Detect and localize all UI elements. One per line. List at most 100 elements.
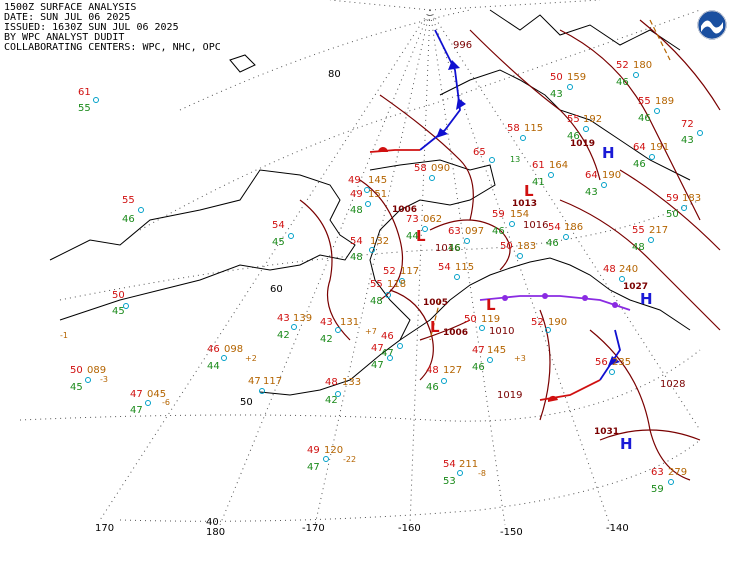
station-plot: 54 115: [438, 262, 474, 280]
station-dewpoint: 46: [448, 243, 461, 254]
station-plot: 55 118 48: [370, 279, 406, 307]
station-plot: 49 120 47 -22: [307, 445, 356, 473]
station-temp: 63: [448, 226, 461, 237]
low-center-value: 1006: [392, 205, 417, 215]
lat-label-60: 60: [270, 284, 283, 295]
low-center-value: 1005: [423, 298, 448, 308]
lon-label-180: 180: [206, 527, 225, 538]
isobar-label: 1019: [497, 390, 522, 401]
low-center-value: 1013: [512, 199, 537, 209]
isobar-label: 1016: [523, 220, 548, 231]
station-temp: 43: [320, 317, 333, 328]
lon-label-minus140: -140: [606, 523, 629, 534]
station-temp: 50: [70, 365, 83, 376]
station-plot: 65 13: [473, 147, 520, 164]
station-circle: [369, 247, 375, 253]
station-temp: 55: [122, 195, 135, 206]
station-dewpoint: 46: [492, 226, 505, 237]
station-circle: [457, 470, 463, 476]
station-dewpoint: 42: [325, 395, 338, 406]
station-circle: [489, 157, 495, 163]
station-circle: [609, 369, 615, 375]
station-temp: 50: [464, 314, 477, 325]
station-dewpoint: 13: [510, 155, 520, 164]
station-temp: 55: [370, 279, 383, 290]
station-plot: 43 131 42 +7: [320, 317, 377, 345]
station-pressure: 279: [668, 467, 687, 478]
station-temp: 61: [78, 87, 91, 98]
station-plot: 48 127 46: [426, 365, 462, 393]
station-plot: 64 191 46: [633, 142, 669, 170]
station-plot: 49 151 48: [350, 189, 387, 263]
station-dewpoint: 47: [130, 405, 143, 416]
station-circle: [291, 324, 297, 330]
station-circle: [649, 154, 655, 160]
station-plot: 73 062 44: [406, 214, 442, 242]
station-circle: [399, 278, 405, 284]
station-circle: [429, 175, 435, 181]
station-plot: 47 145 46 +3: [472, 345, 526, 373]
warm-front-bumps: [378, 147, 558, 402]
station-circle: [93, 97, 99, 103]
pressure-centers: H 1019 L 1013 L 1006 L 1005 L 1006 H 102…: [392, 139, 653, 453]
station-plot: 50 45 -1: [60, 290, 129, 340]
station-dewpoint: 48: [350, 252, 363, 263]
station-dewpoint: 45: [70, 382, 83, 393]
station-temp: 73: [406, 214, 419, 225]
station-circle: [479, 325, 485, 331]
station-plot: 48 240: [603, 264, 638, 282]
station-plot: 50 159 43: [550, 72, 586, 100]
station-pressure: 164: [549, 160, 568, 171]
station-dewpoint: 47: [381, 348, 394, 359]
high-center-letter: H: [620, 435, 633, 453]
station-plot: 47 045 47 -6: [130, 389, 170, 416]
station-temp: 48: [426, 365, 439, 376]
station-plot: 72 43: [681, 119, 703, 146]
station-plot: 52 190: [531, 317, 567, 333]
station-plot: 56 235: [595, 357, 631, 375]
coastlines: [49, 9, 691, 396]
station-plot: 58 090: [414, 163, 450, 181]
isobar-label: 1016: [435, 243, 460, 254]
station-circle: [697, 130, 703, 136]
isobar-label: 996: [453, 40, 472, 51]
station-temp: 47: [248, 376, 261, 387]
station-pressure: 151: [368, 189, 387, 200]
isobar-label: 1010: [489, 326, 514, 337]
station-pressure: 119: [481, 314, 500, 325]
coast-wrangel: [229, 54, 256, 73]
station-plot: 47 117: [248, 376, 282, 394]
station-temp: 43: [277, 313, 290, 324]
isobar-labels: 996 1016 1016 1010 1019 1028: [435, 40, 685, 401]
station-pressure: 183: [682, 193, 701, 204]
high-center-value: 1019: [570, 139, 595, 149]
station-temp: 59: [492, 209, 505, 220]
station-tendency: -8: [478, 469, 486, 478]
station-temp: 49: [307, 445, 320, 456]
station-temp: 46: [207, 344, 220, 355]
station-pressure: 117: [400, 266, 419, 277]
station-temp: 52: [383, 266, 396, 277]
station-temp: 72: [681, 119, 694, 130]
coast-islands: [489, 9, 681, 51]
station-plot: 46 47: [381, 331, 403, 359]
station-dewpoint: 46: [546, 238, 559, 249]
station-tendency: +2: [245, 354, 257, 363]
station-circle: [364, 187, 370, 193]
station-temp: 52: [531, 317, 544, 328]
station-temp: 54: [272, 220, 285, 231]
station-plot: 59 154 46: [492, 209, 529, 237]
station-dewpoint: 59: [651, 484, 664, 495]
station-circle: [323, 456, 329, 462]
isobar-label: 1028: [660, 379, 685, 390]
station-pressure: 090: [431, 163, 450, 174]
station-pressure: 145: [368, 175, 387, 186]
station-plot: 52 180 46: [616, 60, 652, 88]
station-circle: [619, 276, 625, 282]
lon-label-170: 170: [95, 523, 114, 534]
station-circle: [123, 303, 129, 309]
station-temp: 47: [472, 345, 485, 356]
station-pressure: 098: [224, 344, 243, 355]
high-center-value: 1027: [623, 282, 648, 292]
station-dewpoint: 42: [320, 334, 333, 345]
